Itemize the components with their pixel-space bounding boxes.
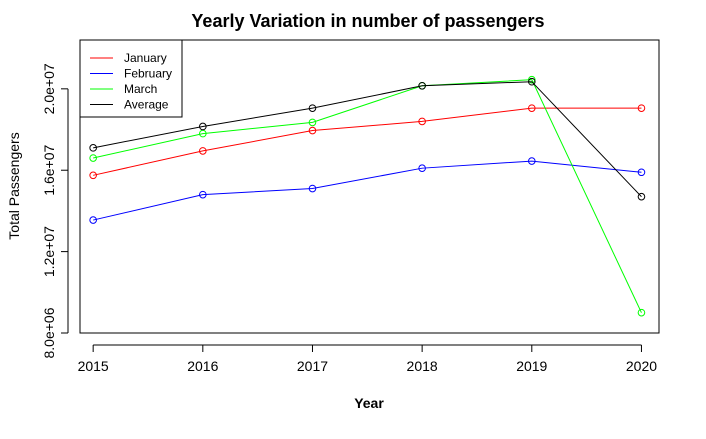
data-point-february <box>527 157 536 165</box>
data-point-february <box>637 168 646 177</box>
data-point-average <box>199 122 207 131</box>
legend-label: January <box>124 51 167 65</box>
data-point-february <box>418 164 426 172</box>
data-point-january <box>89 171 97 180</box>
x-tick-label: 2015 <box>78 358 109 374</box>
series-layer <box>89 75 646 317</box>
legend-label: February <box>124 67 172 81</box>
y-axis-label: Total Passengers <box>6 132 22 239</box>
plot-box <box>79 39 660 334</box>
data-point-average <box>308 104 317 112</box>
series-line-january <box>93 107 642 176</box>
y-tick-label: 2.0e+07 <box>41 63 57 114</box>
chart-title: Yearly Variation in number of passengers <box>191 11 544 31</box>
series-line-february <box>93 160 642 221</box>
data-point-january <box>199 147 207 155</box>
x-tick-label: 2018 <box>407 358 438 374</box>
y-tick-label: 1.6e+07 <box>41 145 57 196</box>
data-point-march <box>527 75 536 84</box>
data-point-average <box>89 144 97 152</box>
data-point-average <box>527 77 536 86</box>
data-point-march <box>199 129 207 138</box>
data-point-average <box>637 192 646 201</box>
x-axis-label: Year <box>354 395 384 411</box>
x-tick-label: 2017 <box>297 358 328 374</box>
y-axis: 8.0e+06 1.2e+07 1.6e+07 2.0e+07 <box>41 63 69 359</box>
series-line-average <box>93 81 642 198</box>
y-tick-label: 1.2e+07 <box>41 226 57 277</box>
x-axis: 2015 2016 2017 2018 2019 2020 <box>78 344 657 374</box>
data-point-march <box>89 154 97 162</box>
series-line-march <box>93 79 642 313</box>
data-point-february <box>199 190 207 199</box>
data-point-january <box>308 126 317 135</box>
data-point-january <box>418 117 426 126</box>
data-point-january <box>637 104 646 112</box>
legend-label: Average <box>124 98 169 112</box>
x-tick-label: 2016 <box>187 358 218 374</box>
legend-label: March <box>124 82 157 96</box>
data-point-january <box>527 104 536 112</box>
data-point-march <box>637 308 646 317</box>
data-point-march <box>308 118 317 127</box>
data-point-february <box>89 216 97 224</box>
data-point-average <box>418 81 426 90</box>
x-tick-label: 2020 <box>626 358 657 374</box>
y-tick-label: 8.0e+06 <box>41 307 57 358</box>
x-tick-label: 2019 <box>516 358 547 374</box>
data-point-february <box>308 184 317 193</box>
